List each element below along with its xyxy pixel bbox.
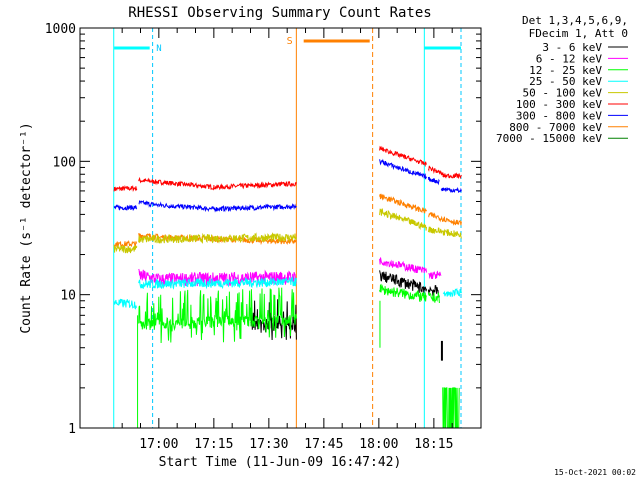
series-12-25kev-right: [379, 283, 440, 304]
x-axis-label: Start Time (11-Jun-09 16:47:42): [159, 455, 402, 470]
series-6-12kev-right: [379, 257, 442, 280]
plot-layer: NS: [113, 28, 462, 429]
series-50-100kev-left: [113, 232, 297, 254]
night-flag-label: N: [156, 44, 161, 54]
x-tick-label: 17:45: [304, 437, 343, 452]
series-100-300kev-left: [113, 176, 297, 192]
series-300-800kev-left: [113, 199, 297, 213]
x-axis: 17:00 17:15 17:30 17:45 18:00 18:15: [121, 28, 453, 452]
x-tick-label: 17:15: [194, 437, 233, 452]
y-tick-label: 1: [68, 422, 76, 437]
x-tick-label: 18:00: [359, 437, 398, 452]
x-tick-label: 17:00: [139, 437, 178, 452]
legend-entry-label: 7000 - 15000 keV: [496, 132, 602, 145]
render-timestamp: 15-Oct-2021 00:02: [554, 468, 636, 477]
series-800-7000kev-right: [379, 193, 462, 226]
chart-title: RHESSI Observing Summary Count Rates: [128, 5, 431, 21]
y-tick-label: 100: [53, 155, 76, 170]
series-50-100kev-right: [379, 207, 462, 239]
x-tick-label: 18:15: [414, 437, 453, 452]
series-25-50kev-left: [113, 276, 297, 310]
series-100-300kev-right: [379, 145, 462, 180]
legend-entry-label: 6 - 12 keV: [536, 52, 603, 65]
y-tick-label: 10: [60, 289, 76, 304]
y-axis-label: Count Rate (s⁻¹ detector⁻¹): [19, 122, 34, 333]
legend-entry-label: 50 - 100 keV: [523, 87, 603, 100]
legend-entry-label: 300 - 800 keV: [516, 109, 602, 122]
y-tick-label: 1000: [45, 22, 76, 37]
legend-entry-label: 12 - 25 keV: [529, 64, 602, 77]
plot-frame: [79, 27, 482, 429]
legend-entry-label: 800 - 7000 keV: [509, 121, 602, 134]
legend-header: FDecim 1, Att 0: [529, 27, 628, 40]
series-12-25kev-left: [138, 287, 297, 344]
x-tick-label: 17:30: [249, 437, 288, 452]
legend: Det 1,3,4,5,6,9,FDecim 1, Att 03 - 6 keV…: [496, 14, 628, 145]
legend-header: Det 1,3,4,5,6,9,: [522, 14, 628, 27]
series-12-25kev-burst: [442, 387, 460, 429]
series-300-800kev-right: [379, 158, 462, 194]
legend-entry-label: 3 - 6 keV: [542, 41, 602, 54]
series-25-50kev-right: [442, 287, 462, 298]
legend-entry-label: 25 - 50 keV: [529, 75, 602, 88]
saa-flag-label: S: [287, 36, 293, 47]
legend-entry-label: 100 - 300 keV: [516, 98, 602, 111]
series-3-6kev-right: [379, 270, 440, 298]
y-axis: 1 10 100 1000: [45, 22, 481, 437]
